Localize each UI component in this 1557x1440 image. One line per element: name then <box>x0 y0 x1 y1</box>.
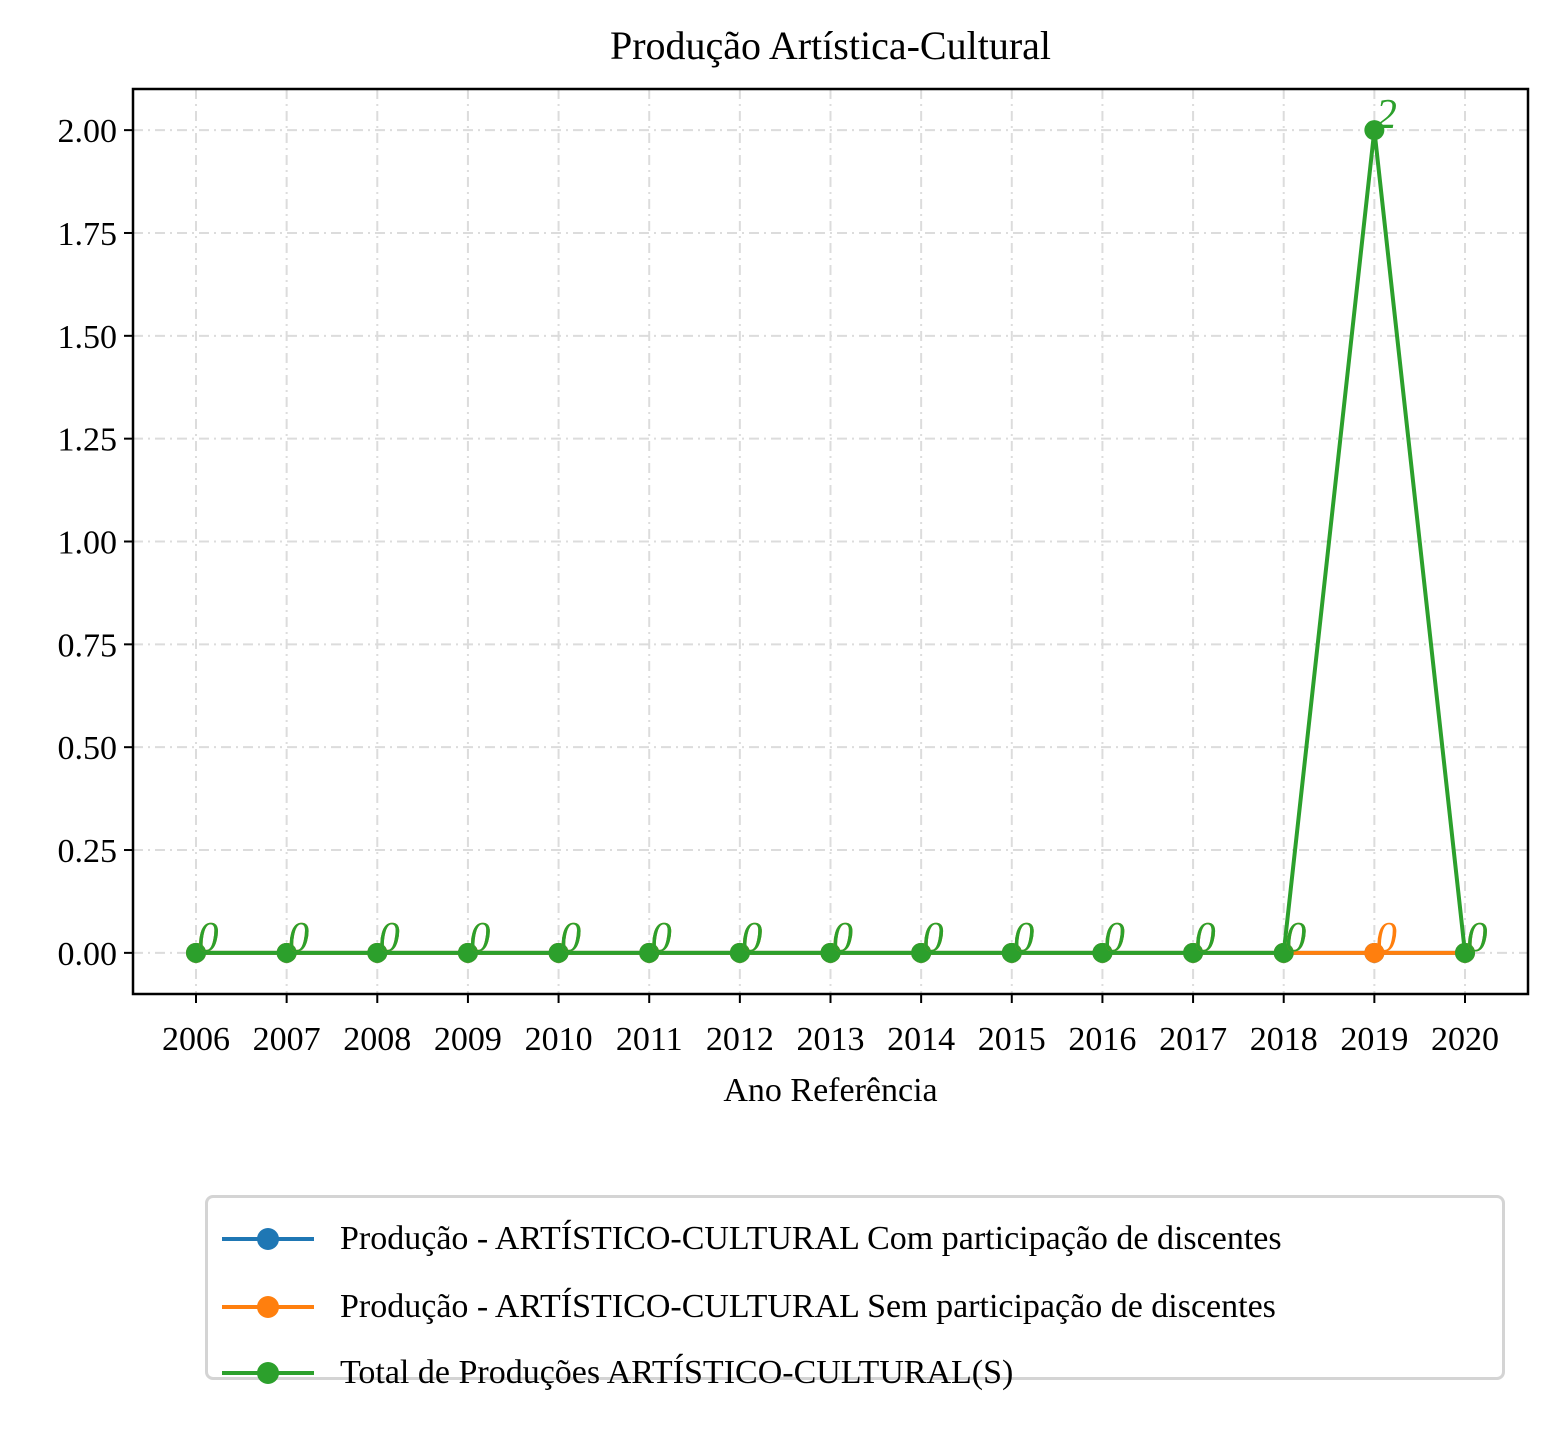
legend-label: Total de Produções ARTÍSTICO-CULTURAL(S) <box>340 1354 1014 1391</box>
data-label: 0 <box>923 915 944 961</box>
data-point <box>1273 942 1294 963</box>
legend-label: Produção - ARTÍSTICO-CULTURAL Sem partic… <box>340 1288 1276 1325</box>
data-label: 0 <box>1285 915 1306 961</box>
data-label: 0 <box>741 915 762 961</box>
x-tick-label: 2011 <box>616 1021 683 1058</box>
data-label: 0 <box>379 915 400 961</box>
data-label: 0 <box>198 915 219 961</box>
data-point <box>1001 942 1022 963</box>
data-point <box>186 942 206 963</box>
data-point <box>276 942 297 963</box>
data-point <box>1364 942 1385 963</box>
data-label: 0 <box>1104 915 1125 961</box>
y-tick-label: 2.00 <box>58 113 118 150</box>
data-point <box>457 942 478 963</box>
data-point <box>1092 942 1113 963</box>
data-label: 0 <box>1195 915 1216 961</box>
x-tick-label: 2010 <box>525 1021 593 1058</box>
x-tick-label: 2009 <box>434 1021 502 1058</box>
data-point <box>911 942 932 963</box>
data-label: 0 <box>469 915 490 961</box>
data-label: 0 <box>1285 915 1306 961</box>
data-label: 0 <box>651 915 672 961</box>
legend-swatch-orange <box>218 1282 318 1332</box>
chart-title: Produção Artística-Cultural <box>609 23 1051 68</box>
data-label: 0 <box>1013 915 1034 961</box>
data-label: 0 <box>741 915 762 961</box>
y-axis-ticks: 0.00 0.25 0.50 0.75 1.00 1.25 1.50 1.75 2.00 <box>58 113 133 973</box>
data-label: 0 <box>379 915 400 961</box>
legend-swatch-green <box>218 1348 318 1398</box>
y-tick-label: 1.25 <box>58 422 118 459</box>
data-label: 0 <box>560 915 581 961</box>
data-label: 0 <box>923 915 944 961</box>
x-tick-label: 2020 <box>1431 1021 1499 1058</box>
x-axis-ticks: 2006 2007 2008 2009 2010 2011 2012 2013 2014 2015… <box>162 994 1499 1058</box>
y-tick-label: 0.25 <box>58 833 118 870</box>
y-tick-label: 0.75 <box>58 627 118 664</box>
data-label: 0 <box>832 915 853 961</box>
y-tick-label: 1.00 <box>58 525 118 562</box>
x-tick-label: 2006 <box>162 1021 230 1058</box>
data-point <box>820 942 841 963</box>
data-label: 0 <box>1104 915 1125 961</box>
grid-lines <box>133 89 1528 994</box>
y-tick-label: 1.50 <box>58 319 118 356</box>
y-tick-label: 1.75 <box>58 216 118 253</box>
data-label: 0 <box>651 915 672 961</box>
data-point <box>1455 942 1475 963</box>
legend-swatch-blue <box>218 1214 318 1264</box>
x-tick-label: 2019 <box>1340 1021 1408 1058</box>
legend-label: Produção - ARTÍSTICO-CULTURAL Com partic… <box>340 1220 1282 1257</box>
data-label: 0 <box>198 915 219 961</box>
data-label: 0 <box>832 915 853 961</box>
legend-item-total: Total de Produções ARTÍSTICO-CULTURAL(S) <box>218 1348 1013 1398</box>
data-label: 0 <box>288 915 309 961</box>
legend-item-sem-discentes: Produção - ARTÍSTICO-CULTURAL Sem partic… <box>218 1282 1276 1332</box>
data-point <box>367 942 388 963</box>
x-tick-label: 2017 <box>1159 1021 1227 1058</box>
legend: Produção - ARTÍSTICO-CULTURAL Com partic… <box>205 1195 1505 1391</box>
data-point <box>1364 120 1385 141</box>
data-point <box>1183 942 1204 963</box>
x-tick-label: 2012 <box>706 1021 774 1058</box>
data-label: 0 <box>1376 915 1397 961</box>
data-label: 0 <box>1195 915 1216 961</box>
data-label: 0 <box>1467 915 1488 961</box>
x-axis-label: Ano Referência <box>723 1072 938 1109</box>
data-label: 0 <box>560 915 581 961</box>
data-labels: 0 0 0 0 0 0 0 0 0 0 0 0 0 0 00 0 0 0 0 0 0 0 0 0 0 0 020 <box>198 92 1488 961</box>
x-tick-label: 2014 <box>887 1021 955 1058</box>
series-layer <box>186 120 1475 963</box>
x-tick-label: 2016 <box>1068 1021 1136 1058</box>
x-tick-label: 2008 <box>343 1021 411 1058</box>
data-label: 0 <box>288 915 309 961</box>
data-label: 0 <box>1467 915 1488 961</box>
y-tick-label: 0.00 <box>58 936 118 973</box>
data-point <box>548 942 569 963</box>
y-tick-label: 0.50 <box>58 730 118 767</box>
data-label: 2 <box>1376 92 1397 138</box>
x-tick-label: 2013 <box>797 1021 865 1058</box>
data-point <box>729 942 750 963</box>
x-tick-label: 2015 <box>978 1021 1046 1058</box>
data-label: 0 <box>1013 915 1034 961</box>
x-tick-label: 2007 <box>253 1021 321 1058</box>
data-point <box>639 942 660 963</box>
data-label: 0 <box>469 915 490 961</box>
x-tick-label: 2018 <box>1250 1021 1318 1058</box>
legend-item-com-discentes: Produção - ARTÍSTICO-CULTURAL Com partic… <box>218 1214 1282 1264</box>
